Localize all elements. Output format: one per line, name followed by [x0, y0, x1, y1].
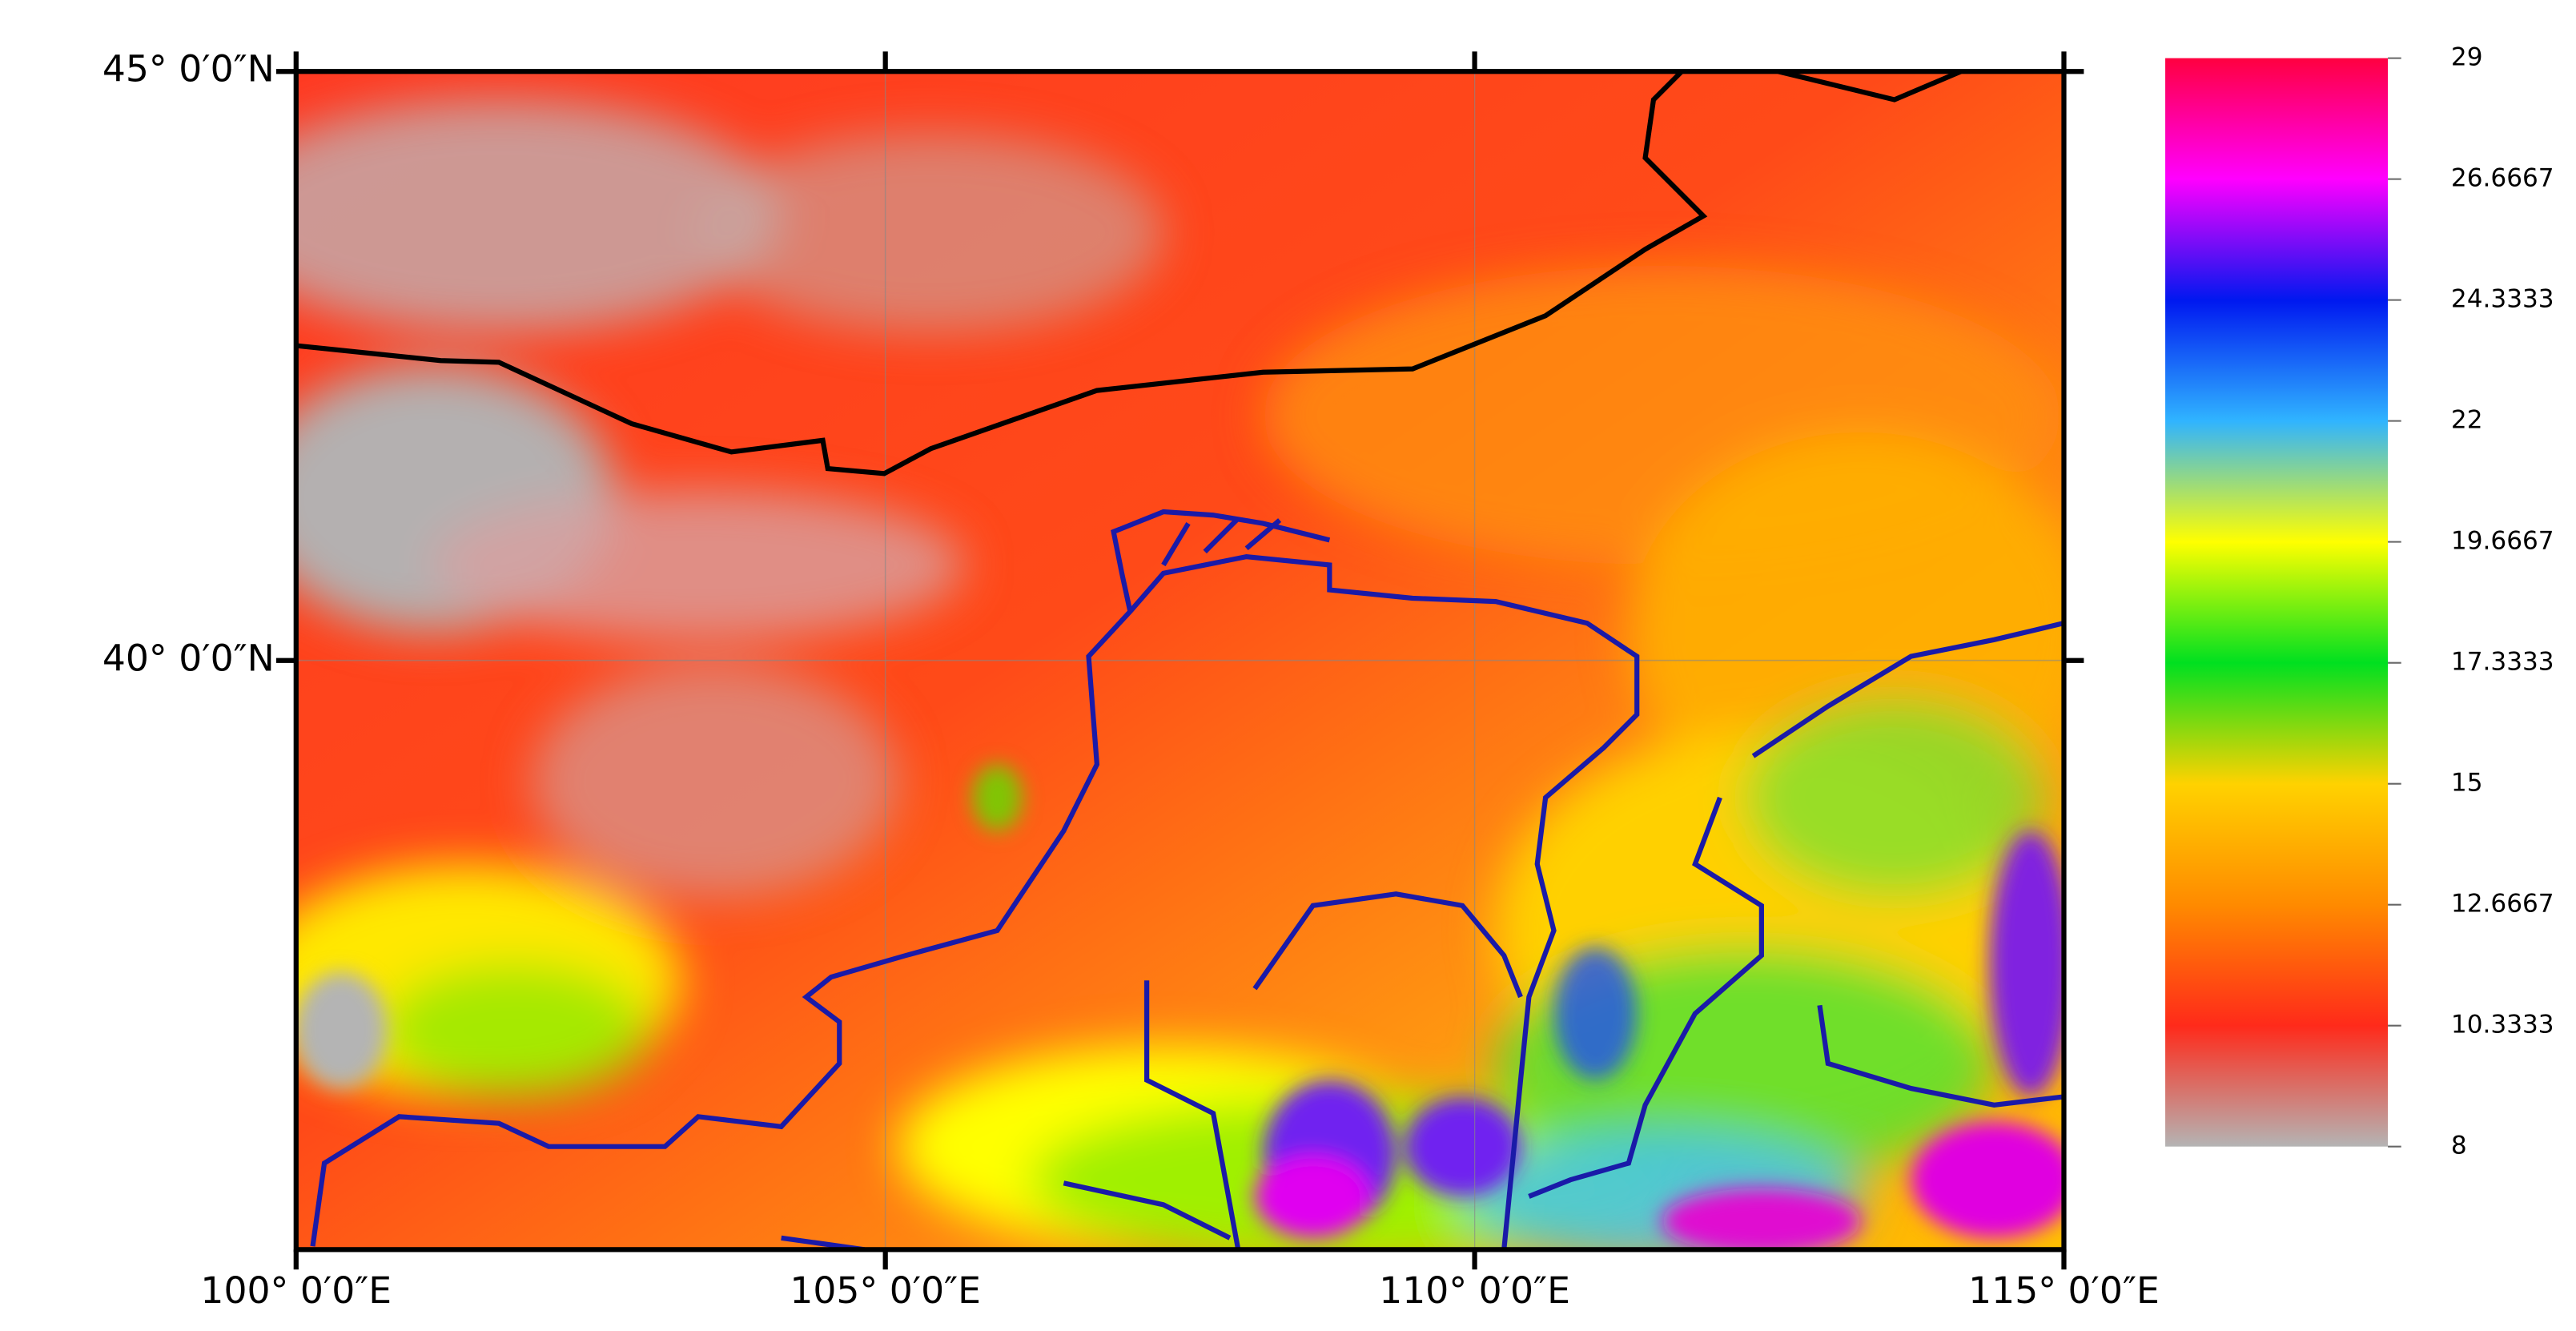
x-tick-label: 110° 0′0″E [1379, 1269, 1570, 1312]
colorbar-tick-label: 26.6667 [2451, 164, 2554, 193]
graticule [295, 71, 2064, 1250]
colorbar-tick-label: 24.3333 [2451, 285, 2554, 314]
colorbar-tick-label: 19.6667 [2451, 527, 2554, 556]
colorbar-tick-label: 12.6667 [2451, 890, 2554, 919]
colorbar-tick-label: 29 [2451, 43, 2483, 72]
colorbar-tick-label: 8 [2451, 1132, 2467, 1160]
y-tick-label: 40° 0′0″N [102, 637, 275, 679]
colorbar-tick-label: 15 [2451, 769, 2483, 798]
colorbar-tick-label: 17.3333 [2451, 648, 2554, 677]
map-raster [295, 71, 2064, 1250]
colorbar-tick-label: 10.3333 [2451, 1011, 2554, 1039]
x-tick-label: 115° 0′0″E [1968, 1269, 2160, 1312]
x-tick-label: 105° 0′0″E [790, 1269, 981, 1312]
y-tick-label: 45° 0′0″N [102, 48, 275, 90]
colorbar-tick-label: 22 [2451, 406, 2483, 435]
borders [295, 71, 1963, 477]
x-tick-label: 100° 0′0″E [200, 1269, 392, 1312]
colorbar [2165, 58, 2389, 1147]
rivers [310, 509, 2064, 1250]
